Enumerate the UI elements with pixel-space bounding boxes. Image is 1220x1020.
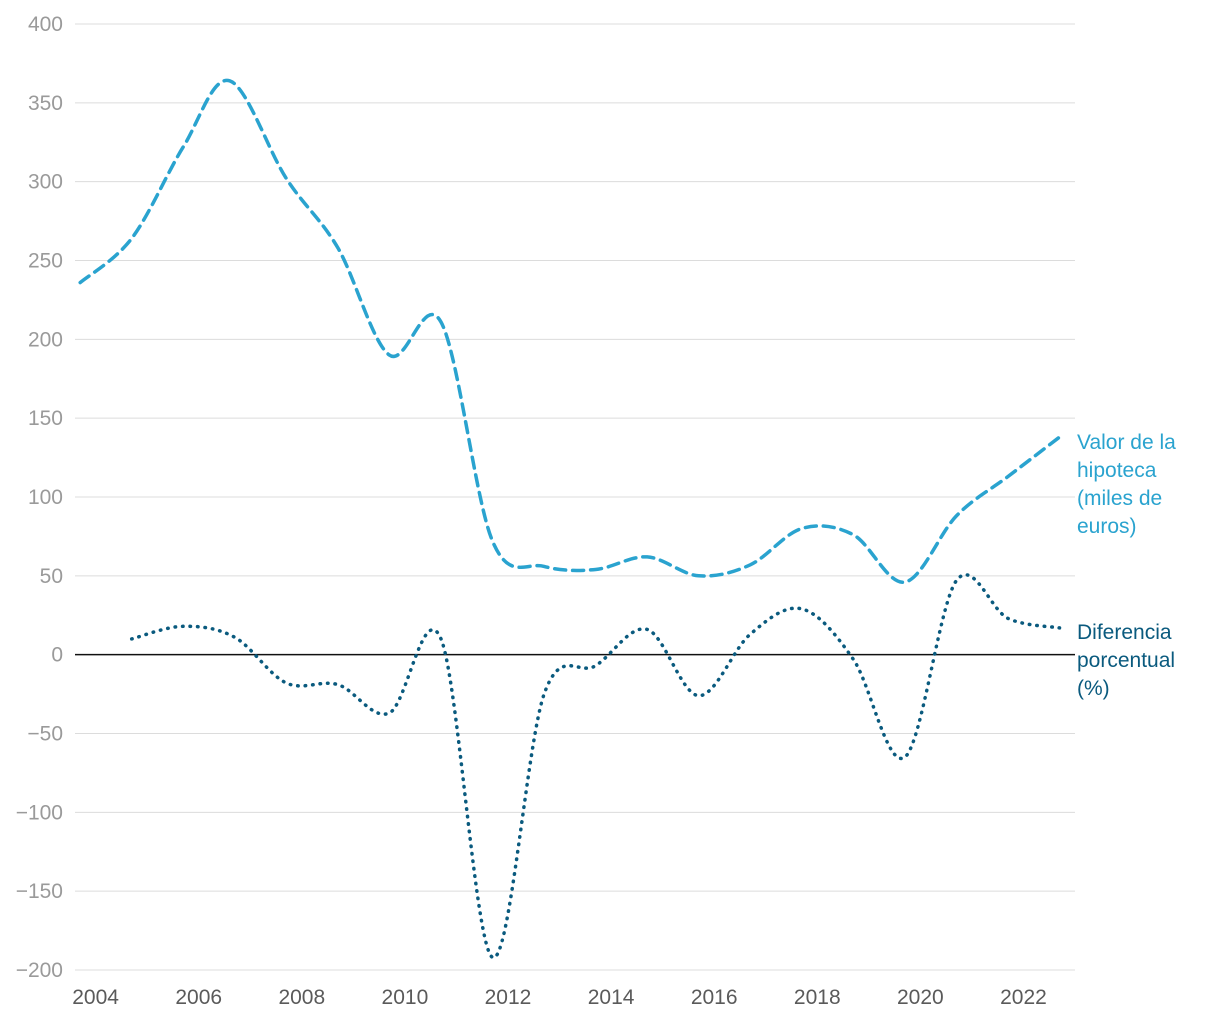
series-label-line: Valor de la — [1077, 431, 1176, 454]
series-labels: Valor de la hipoteca (miles de euros) Difere… — [1077, 431, 1176, 700]
series-line-diferencia-porcentual — [129, 573, 1062, 960]
y-tick-label: 250 — [28, 250, 63, 273]
x-tick-label: 2020 — [897, 986, 944, 1009]
y-tick-label: −150 — [16, 880, 63, 903]
series-label-line: porcentual — [1077, 649, 1175, 672]
x-tick-label: 2016 — [691, 986, 738, 1009]
y-tick-label: 200 — [28, 328, 63, 351]
x-tick-label: 2018 — [794, 986, 841, 1009]
series-label-line: Diferencia — [1077, 621, 1172, 644]
y-tick-label: 100 — [28, 486, 63, 509]
y-tick-label: −50 — [27, 723, 63, 746]
series-line-valor-hipoteca — [78, 78, 1062, 584]
y-tick-label: −200 — [16, 959, 63, 982]
x-tick-label: 2014 — [588, 986, 635, 1009]
series-label-line: (%) — [1077, 677, 1110, 700]
x-tick-label: 2004 — [72, 986, 119, 1009]
y-tick-label: 400 — [28, 13, 63, 36]
x-tick-label: 2012 — [485, 986, 532, 1009]
series-label-line: euros) — [1077, 515, 1137, 538]
x-tick-label: 2022 — [1000, 986, 1047, 1009]
y-tick-label: 150 — [28, 407, 63, 430]
y-tick-label: 50 — [40, 565, 63, 588]
y-tick-label: 350 — [28, 92, 63, 115]
x-axis: 2004 2006 2008 2010 2012 2014 2016 2018 2020 2022 — [72, 986, 1047, 1009]
gridlines — [75, 23, 1075, 971]
series-lines — [78, 78, 1062, 960]
x-tick-label: 2008 — [278, 986, 325, 1009]
y-tick-label: 300 — [28, 171, 63, 194]
x-tick-label: 2010 — [382, 986, 429, 1009]
y-axis: 400 350 300 250 200 150 100 50 0 −50 −100 −150 −200 — [16, 13, 63, 982]
x-tick-label: 2006 — [175, 986, 222, 1009]
y-tick-label: 0 — [51, 644, 63, 667]
series-label-line: hipoteca — [1077, 459, 1157, 482]
series-label-line: (miles de — [1077, 487, 1162, 510]
y-tick-label: −100 — [16, 801, 63, 824]
